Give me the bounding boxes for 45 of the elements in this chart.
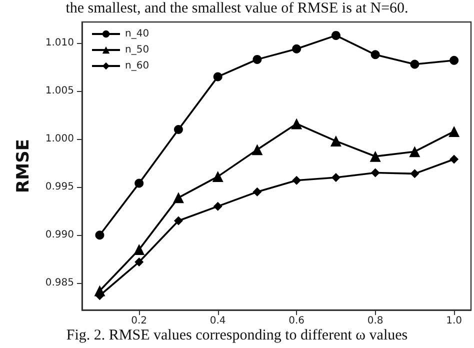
point xyxy=(370,150,381,162)
point xyxy=(450,154,459,164)
point xyxy=(95,230,104,240)
point xyxy=(450,56,459,65)
x-tick-label: 0.2 xyxy=(131,316,148,326)
legend-label: n_60 xyxy=(125,60,150,72)
point xyxy=(331,173,340,182)
y-tick-label: 0.995 xyxy=(45,182,74,193)
point xyxy=(174,125,183,134)
y-tick-label: 1.010 xyxy=(45,38,74,49)
legend-label: n_50 xyxy=(125,44,150,56)
x-tick-label: 0.8 xyxy=(367,316,384,326)
y-tick-label: 0.990 xyxy=(45,230,74,241)
point xyxy=(134,178,144,188)
point xyxy=(409,146,420,158)
point xyxy=(410,60,420,69)
point xyxy=(134,244,145,256)
text: the smallest, and the smallest value of RMSE is at N=60. xyxy=(66,0,408,16)
point xyxy=(291,118,302,130)
point xyxy=(252,187,262,196)
point xyxy=(134,258,144,266)
point xyxy=(172,192,184,204)
x-tick-label: 0.4 xyxy=(210,316,226,326)
point xyxy=(213,202,222,211)
x-tick-label: 0.6 xyxy=(288,316,305,326)
y-tick-label: 0.985 xyxy=(45,278,74,289)
point xyxy=(330,136,342,147)
point xyxy=(370,50,380,60)
point xyxy=(292,44,302,54)
point xyxy=(213,72,222,82)
point xyxy=(292,176,302,185)
x-tick-label: 1.0 xyxy=(446,316,462,326)
point xyxy=(331,30,340,40)
point xyxy=(252,144,263,156)
point xyxy=(448,126,460,137)
point xyxy=(410,169,420,178)
legend-label: n_40 xyxy=(125,28,150,40)
y-tick-label: 1.005 xyxy=(45,86,74,97)
point xyxy=(212,171,224,182)
point xyxy=(174,216,183,226)
caption: Fig. 2. RMSE values corresponding to different ω values xyxy=(66,328,408,344)
point xyxy=(252,54,262,64)
point xyxy=(370,168,380,178)
y-axis-title: RMSE xyxy=(14,139,34,193)
y-tick-label: 1.000 xyxy=(45,134,74,145)
